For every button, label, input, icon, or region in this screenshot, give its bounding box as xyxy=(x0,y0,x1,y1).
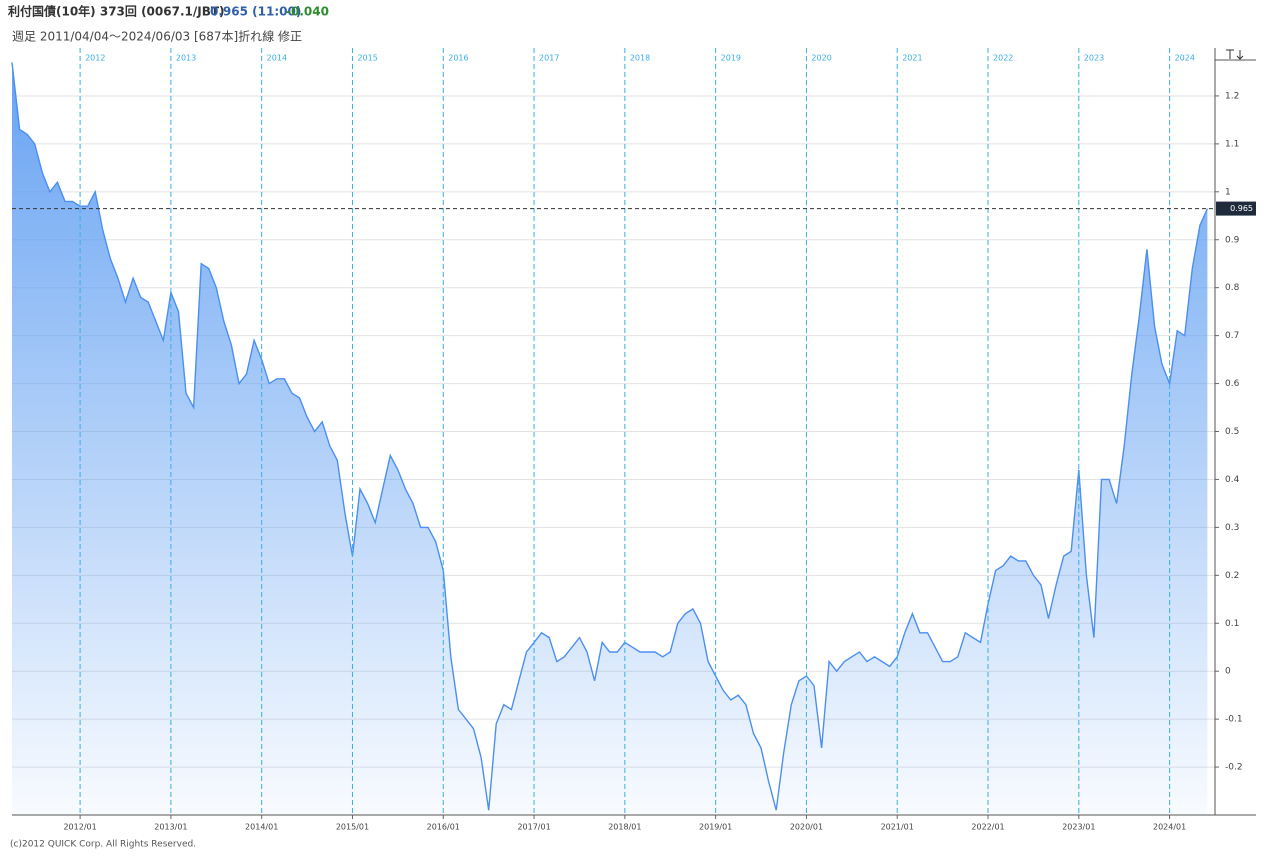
y-tick-label: 0.5 xyxy=(1225,427,1239,437)
year-label: 2024 xyxy=(1175,54,1195,63)
copyright: (c)2012 QUICK Corp. All Rights Reserved. xyxy=(10,840,196,850)
year-label: 2022 xyxy=(993,54,1013,63)
y-tick-label: 1 xyxy=(1225,187,1231,197)
price: 0.965 (11:00) xyxy=(210,5,301,19)
y-tick-label: 0.7 xyxy=(1225,331,1239,341)
y-tick-label: 0.1 xyxy=(1225,619,1239,629)
year-label: 2020 xyxy=(811,54,831,63)
year-label: 2017 xyxy=(539,54,559,63)
x-tick-label: 2019/01 xyxy=(699,823,732,832)
current-value-label: 0.965 xyxy=(1230,204,1253,213)
year-label: 2014 xyxy=(267,54,287,63)
y-tick-label: 1.2 xyxy=(1225,91,1239,101)
x-tick-label: 2016/01 xyxy=(427,823,460,832)
x-tick-label: 2015/01 xyxy=(336,823,369,832)
y-tick-label: -0.1 xyxy=(1225,715,1243,725)
y-tick-label: 0.9 xyxy=(1225,235,1240,245)
year-label: 2016 xyxy=(448,54,468,63)
change: -0.040 xyxy=(286,5,329,19)
x-tick-label: 2018/01 xyxy=(608,823,641,832)
year-label: 2012 xyxy=(85,54,105,63)
y-tick-label: 1.1 xyxy=(1225,139,1239,149)
x-tick-label: 2017/01 xyxy=(517,823,550,832)
x-tick-label: 2013/01 xyxy=(154,823,187,832)
year-label: 2018 xyxy=(630,54,650,63)
current-value-box xyxy=(1216,201,1256,216)
y-tick-label: 0.2 xyxy=(1225,571,1239,581)
y-tick-label: 0 xyxy=(1225,667,1231,677)
y-tick-label: 0.6 xyxy=(1225,379,1240,389)
x-tick-label: 2022/01 xyxy=(971,823,1004,832)
y-tick-label: 0.4 xyxy=(1225,475,1240,485)
x-tick-label: 2014/01 xyxy=(245,823,278,832)
subtitle: 週足 2011/04/04～2024/06/03 [687本]折れ線 修正 xyxy=(12,29,302,44)
instrument-title: 利付国債(10年) 373回 (0067.1/JBT) xyxy=(8,4,225,19)
x-tick-label: 2012/01 xyxy=(63,823,96,832)
year-label: 2023 xyxy=(1084,54,1104,63)
year-label: 2013 xyxy=(176,54,196,63)
x-tick-label: 2020/01 xyxy=(790,823,823,832)
toolbar-icons[interactable] xyxy=(1226,49,1244,60)
y-tick-label: -0.2 xyxy=(1225,763,1243,773)
year-label: 2015 xyxy=(357,54,377,63)
line xyxy=(11,62,1209,811)
year-label: 2021 xyxy=(902,54,922,63)
x-tick-label: 2024/01 xyxy=(1153,823,1186,832)
x-tick-label: 2021/01 xyxy=(881,823,914,832)
y-tick-label: 0.3 xyxy=(1225,523,1239,533)
y-tick-label: 0.8 xyxy=(1225,283,1240,293)
year-label: 2019 xyxy=(721,54,741,63)
x-tick-label: 2023/01 xyxy=(1062,823,1095,832)
area xyxy=(12,62,1208,815)
